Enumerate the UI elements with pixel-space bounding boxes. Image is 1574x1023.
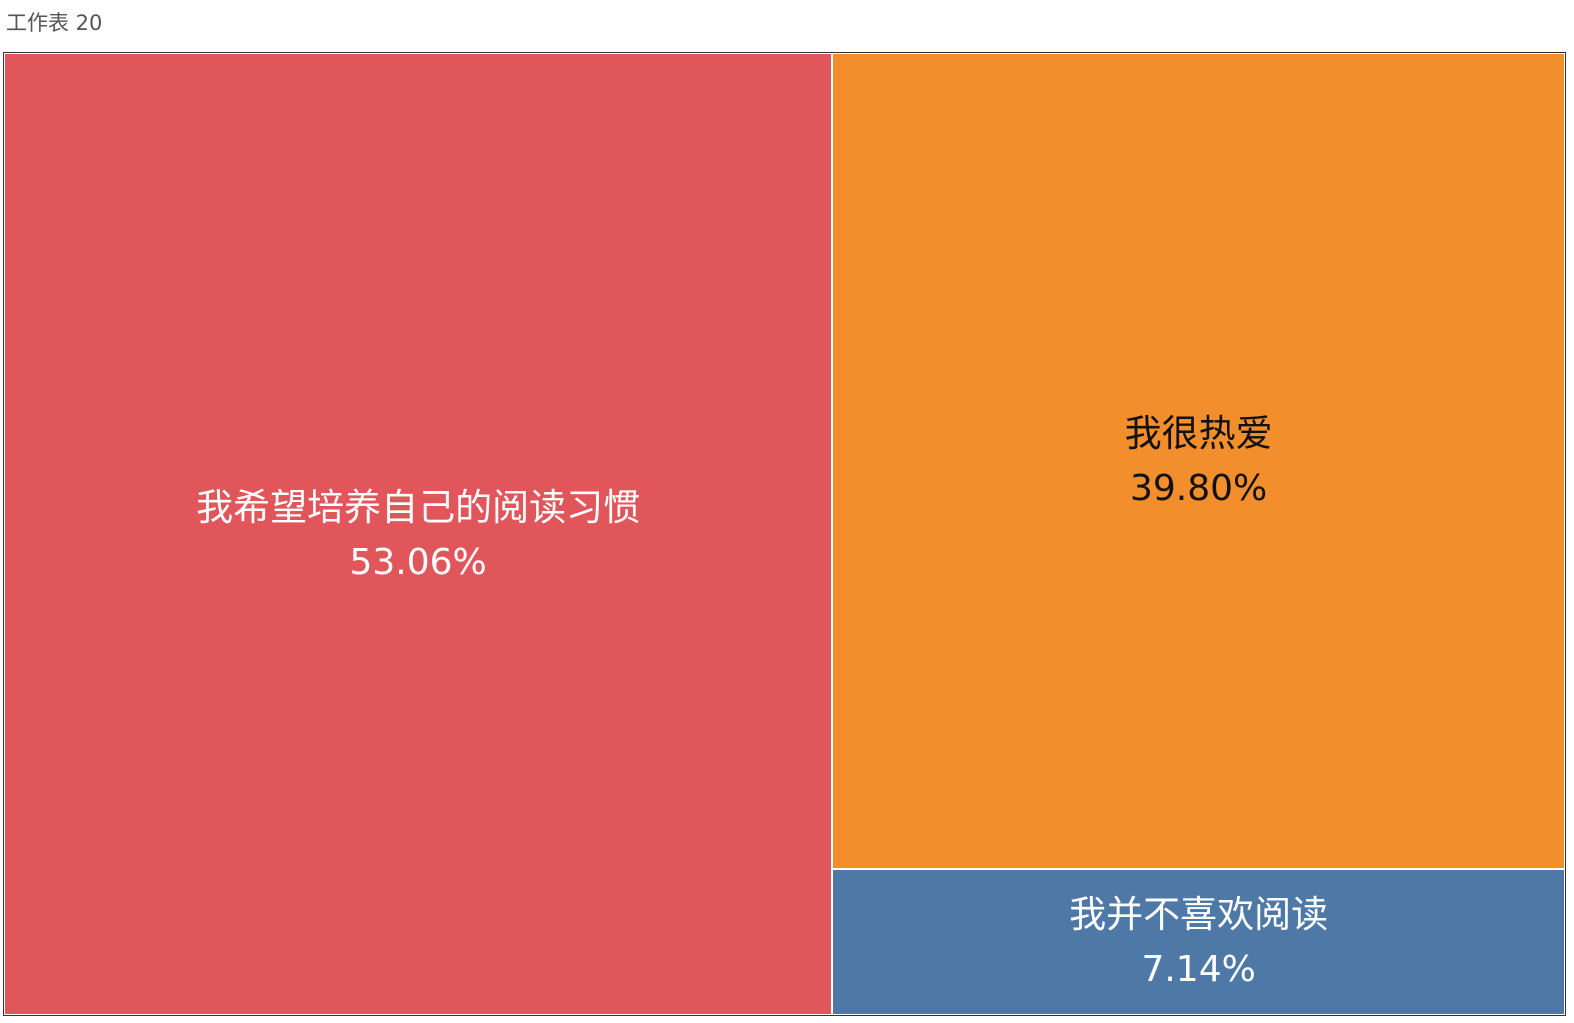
- tile-label: 我希望培养自己的阅读习惯 53.06%: [5, 486, 831, 585]
- tile-label: 我很热爱 39.80%: [833, 412, 1564, 511]
- tile-category-label: 我希望培养自己的阅读习惯: [196, 485, 641, 529]
- tile-value-label: 39.80%: [1129, 468, 1268, 510]
- treemap-tile[interactable]: 我很热爱 39.80%: [832, 53, 1565, 869]
- treemap-tile[interactable]: 我并不喜欢阅读 7.14%: [832, 868, 1565, 1015]
- treemap-tile[interactable]: 我希望培养自己的阅读习惯 53.06%: [4, 53, 833, 1015]
- tile-category-label: 我并不喜欢阅读: [1069, 893, 1329, 937]
- tile-value-label: 7.14%: [1141, 949, 1256, 991]
- treemap-chart: 我希望培养自己的阅读习惯 53.06% 我很热爱 39.80% 我并不喜欢阅读 7.14%: [3, 52, 1566, 1016]
- tile-label: 我并不喜欢阅读 7.14%: [833, 893, 1564, 992]
- tile-category-label: 我很热爱: [1124, 412, 1273, 456]
- tile-value-label: 53.06%: [349, 541, 487, 583]
- sheet-title: 工作表 20: [6, 11, 103, 35]
